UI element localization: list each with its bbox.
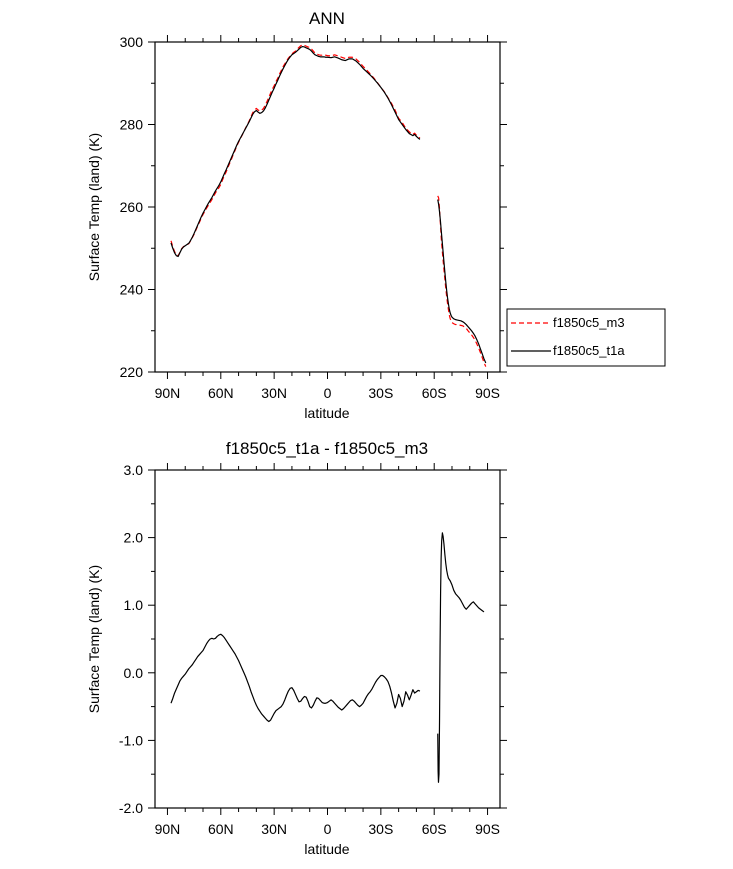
y-tick-label: 240 (120, 282, 144, 298)
y-tick-label: 280 (120, 117, 144, 133)
plot-frame (154, 469, 501, 809)
x-tick-label: 90N (155, 821, 181, 837)
x-tick-label: 60S (422, 821, 447, 837)
legend-label-m3: f1850c5_m3 (553, 315, 625, 330)
x-tick-label: 90S (475, 385, 500, 401)
bottom-chart-title: f1850c5_t1a - f1850c5_m3 (226, 439, 428, 458)
legend-box (506, 308, 666, 367)
series-f1850c5_m3 (437, 195, 487, 367)
y-tick-label: 0.0 (124, 665, 144, 681)
x-tick-label: 30S (368, 385, 393, 401)
series-f1850c5_t1a (437, 199, 487, 364)
series-f1850c5_t1a (170, 45, 421, 258)
y-tick-label: 1.0 (124, 597, 144, 613)
y-tick-label: 300 (120, 34, 144, 50)
x-tick-label: 30N (261, 821, 287, 837)
bottom-chart-x-axis-label: latitude (304, 841, 349, 857)
series-f1850c5_t1a - f1850c5_m3 (170, 633, 421, 723)
x-tick-label: 90N (155, 385, 181, 401)
x-tick-label: 0 (324, 385, 332, 401)
bottom-chart-y-axis-label: Surface Temp (land) (K) (86, 565, 102, 713)
top-chart-y-axis-label: Surface Temp (land) (K) (86, 133, 102, 281)
series-f1850c5_m3 (170, 44, 421, 257)
x-tick-label: 90S (475, 821, 500, 837)
x-tick-label: 60N (208, 821, 234, 837)
top-chart-x-axis-label: latitude (304, 405, 349, 421)
x-tick-label: 30N (261, 385, 287, 401)
y-tick-label: 2.0 (124, 530, 144, 546)
y-tick-label: 220 (120, 364, 144, 380)
top-chart-plot-area: 90N 60N 30N 0 30S 60S 90S 220 240 260 280 300 (120, 34, 507, 401)
x-tick-label: 60S (422, 385, 447, 401)
top-chart-ann: ANN Surface Temp (land) (K) latitude 90N… (86, 9, 666, 421)
y-tick-label: 3.0 (124, 462, 144, 478)
y-tick-label: 260 (120, 199, 144, 215)
x-tick-label: 30S (368, 821, 393, 837)
x-tick-label: 0 (324, 821, 332, 837)
legend-label-t1a: f1850c5_t1a (553, 343, 625, 358)
bottom-chart-plot-area: 90N 60N 30N 0 30S 60S 90S -2.0 -1.0 0.0 1.0 2.0 3.0 (119, 462, 507, 837)
y-tick-label: -1.0 (119, 732, 143, 748)
y-tick-label: -2.0 (119, 800, 143, 816)
legend: f1850c5_m3 f1850c5_t1a (506, 308, 666, 367)
x-tick-label: 60N (208, 385, 234, 401)
bottom-chart-difference: f1850c5_t1a - f1850c5_m3 Surface Temp (l… (86, 439, 507, 857)
top-chart-title: ANN (309, 9, 345, 28)
series-f1850c5_t1a - f1850c5_m3 (437, 532, 485, 783)
